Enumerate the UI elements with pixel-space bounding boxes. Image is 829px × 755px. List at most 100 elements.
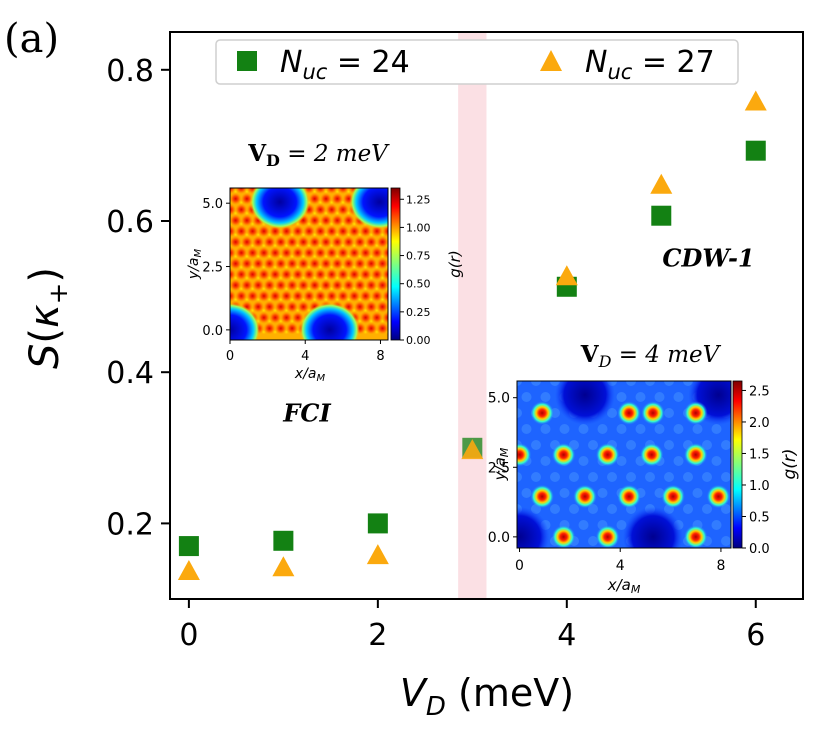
- heatmap-bump: [246, 290, 259, 302]
- heatmap-bump: [325, 290, 338, 302]
- inset-2-colorbar-ticks: 0.0 0.5 1.0 1.5 2.0 2.5: [742, 384, 770, 557]
- transition-band: [458, 32, 487, 599]
- heatmap-texture: [645, 381, 655, 386]
- heatmap-bump: [235, 246, 248, 259]
- heatmap-texture: [636, 552, 646, 562]
- heatmap-bump: [308, 257, 321, 270]
- heatmap-bump: [348, 225, 361, 238]
- heatmap-bump: [331, 236, 344, 248]
- heatmap-texture: [531, 381, 541, 386]
- inset-1-xtick-label: 8: [376, 349, 384, 364]
- heatmap-dip: [239, 178, 244, 183]
- heatmap-texture: [664, 472, 674, 482]
- heatmap-bump: [314, 268, 327, 281]
- heatmap-bump: [257, 268, 270, 281]
- heatmap-bump: [376, 257, 388, 270]
- heatmap-bump: [252, 279, 265, 292]
- heatmap-bump: [382, 311, 388, 324]
- inset-2-xtick-label: 8: [716, 558, 725, 574]
- legend-marker-square: [237, 51, 257, 71]
- heatmap-texture: [597, 488, 608, 498]
- heatmap-dip: [408, 243, 413, 248]
- point-nuc27: [461, 439, 484, 460]
- heatmap-texture: [588, 472, 598, 482]
- heatmap-texture: [517, 408, 522, 418]
- inset-1-xtick-label: 4: [301, 349, 309, 364]
- heatmap-texture: [673, 456, 684, 466]
- heatmap-bump: [370, 311, 383, 324]
- point-nuc24: [178, 536, 199, 557]
- heatmap-texture: [655, 552, 665, 562]
- x-tick-label: 0: [179, 618, 198, 653]
- heatmap-bump: [365, 257, 378, 270]
- heatmap-texture: [674, 552, 684, 562]
- heatmap-texture: [692, 424, 703, 434]
- heatmap-bump: [370, 246, 383, 259]
- heatmap-hole: [622, 506, 683, 548]
- heatmap-texture: [654, 392, 665, 402]
- y-axis-label: S(κ+): [22, 267, 74, 369]
- heatmap-bump: [359, 290, 372, 302]
- heatmap-bump: [240, 279, 253, 292]
- heatmap-bump: [320, 214, 332, 227]
- heatmap-hole: [517, 506, 550, 548]
- heatmap-dip: [352, 178, 357, 183]
- y-tick-label: 0.2: [106, 507, 154, 542]
- heatmap-texture: [664, 408, 674, 418]
- heatmap-dip: [408, 265, 413, 270]
- x-axis-ticks: 0 2 4 6: [179, 599, 765, 653]
- heatmap-texture: [702, 504, 712, 514]
- heatmap-bump: [274, 279, 287, 292]
- heatmap-peak: [530, 484, 555, 509]
- heatmap-texture: [769, 552, 779, 562]
- heatmap-dip: [222, 297, 227, 302]
- heatmap-dip: [222, 254, 227, 259]
- heatmap-texture: [493, 376, 503, 386]
- heatmap-texture: [521, 488, 532, 498]
- inset-2-xlabel: x/aM: [607, 576, 641, 596]
- heatmap-bump: [213, 247, 225, 259]
- inset-2-heatmap: [493, 376, 779, 562]
- heatmap-texture: [588, 536, 598, 546]
- heatmap-bump: [308, 236, 321, 248]
- heatmap-bump: [269, 290, 282, 302]
- heatmap-bump: [297, 236, 310, 248]
- heatmap-dip: [273, 178, 278, 183]
- heatmap-texture: [550, 472, 560, 482]
- heatmap-texture: [569, 472, 579, 482]
- heatmap-bump: [354, 171, 366, 183]
- heatmap-bump: [274, 236, 287, 248]
- heatmap-dip: [385, 329, 388, 335]
- inset-1-colorbar-label: g(r): [446, 250, 464, 277]
- heatmap-texture: [635, 392, 646, 402]
- svg-text:VD (meV): VD (meV): [400, 671, 574, 722]
- heatmap-texture: [692, 488, 703, 498]
- heatmap-texture: [607, 504, 617, 514]
- heatmap-hole: [249, 188, 310, 229]
- inset-2-cb-label: 2.0: [749, 416, 770, 431]
- inset-1-cb-label: 1.00: [406, 221, 431, 234]
- heatmap-bump: [213, 182, 225, 194]
- inset-2-cb-label: 0.0: [749, 542, 770, 557]
- point-nuc24: [367, 513, 388, 534]
- heatmap-bump: [280, 311, 293, 324]
- heatmap-bump: [303, 246, 316, 259]
- phase-annotations: FCI CDW-1: [282, 243, 754, 427]
- inset-2-cb-label: 1.0: [749, 479, 770, 494]
- heatmap-bump: [320, 257, 332, 270]
- heatmap-bump: [342, 279, 355, 292]
- heatmap-bump: [241, 171, 253, 183]
- heatmap-bump: [365, 322, 378, 335]
- heatmap-texture: [493, 504, 503, 514]
- heatmap-bump: [353, 257, 366, 270]
- heatmap-texture: [503, 488, 513, 498]
- heatmap-bump: [291, 225, 304, 238]
- inset-1-ylabel: y/aM: [186, 249, 204, 281]
- heatmap-bump: [320, 171, 332, 183]
- heatmap-bump: [274, 322, 287, 335]
- heatmap-texture: [769, 392, 779, 402]
- heatmap-bump: [269, 311, 282, 324]
- heatmap-bump: [376, 279, 388, 292]
- heatmap-bump: [342, 257, 355, 270]
